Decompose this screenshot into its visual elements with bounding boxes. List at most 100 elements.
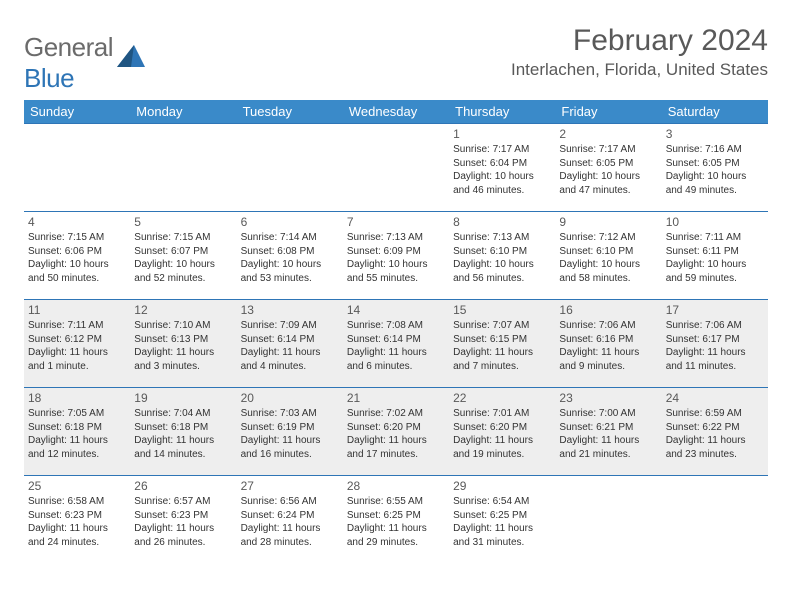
day-number: 25: [28, 479, 126, 493]
day-details: Sunrise: 7:09 AMSunset: 6:14 PMDaylight:…: [241, 319, 339, 373]
day-cell: 24 Sunrise: 6:59 AMSunset: 6:22 PMDayligh…: [662, 388, 768, 476]
day-number: 14: [347, 303, 445, 317]
day-details: Sunrise: 7:03 AMSunset: 6:19 PMDaylight:…: [241, 407, 339, 461]
day-details: Sunrise: 6:58 AMSunset: 6:23 PMDaylight:…: [28, 495, 126, 549]
week-row: 18Sunrise: 7:05 AMSunset: 6:18 PMDayligh…: [24, 388, 768, 476]
day-number: 21: [347, 391, 445, 405]
day-details: Sunrise: 7:16 AMSunset: 6:05 PMDaylight:…: [666, 143, 764, 197]
day-number: 28: [347, 479, 445, 493]
day-details: Sunrise: 7:07 AMSunset: 6:15 PMDaylight:…: [453, 319, 551, 373]
day-number: 13: [241, 303, 339, 317]
day-header: Thursday: [449, 100, 555, 124]
day-cell: 19 Sunrise: 7:04 AMSunset: 6:18 PMDayligh…: [130, 388, 236, 476]
header: General Blue February 2024 Interlachen, …: [24, 24, 768, 94]
day-cell: [237, 124, 343, 212]
day-number: 18: [28, 391, 126, 405]
day-details: Sunrise: 6:55 AMSunset: 6:25 PMDaylight:…: [347, 495, 445, 549]
day-header: Sunday: [24, 100, 130, 124]
day-cell: 7 Sunrise: 7:13 AMSunset: 6:09 PMDaylight…: [343, 212, 449, 300]
day-number: 27: [241, 479, 339, 493]
day-cell: 14 Sunrise: 7:08 AMSunset: 6:14 PMDayligh…: [343, 300, 449, 388]
day-header: Monday: [130, 100, 236, 124]
day-number: 9: [559, 215, 657, 229]
day-number: 4: [28, 215, 126, 229]
day-details: Sunrise: 7:13 AMSunset: 6:09 PMDaylight:…: [347, 231, 445, 285]
day-cell: 10 Sunrise: 7:11 AMSunset: 6:11 PMDayligh…: [662, 212, 768, 300]
day-number: 3: [666, 127, 764, 141]
day-details: Sunrise: 6:54 AMSunset: 6:25 PMDaylight:…: [453, 495, 551, 549]
day-cell: 15 Sunrise: 7:07 AMSunset: 6:15 PMDayligh…: [449, 300, 555, 388]
day-cell: 28 Sunrise: 6:55 AMSunset: 6:25 PMDayligh…: [343, 476, 449, 564]
day-cell: 11 Sunrise: 7:11 AMSunset: 6:12 PMDayligh…: [24, 300, 130, 388]
day-cell: 21 Sunrise: 7:02 AMSunset: 6:20 PMDayligh…: [343, 388, 449, 476]
day-number: 2: [559, 127, 657, 141]
day-header-row: Sunday Monday Tuesday Wednesday Thursday…: [24, 100, 768, 124]
day-cell: [130, 124, 236, 212]
day-cell: 9 Sunrise: 7:12 AMSunset: 6:10 PMDaylight…: [555, 212, 661, 300]
day-cell: 22 Sunrise: 7:01 AMSunset: 6:20 PMDayligh…: [449, 388, 555, 476]
day-header: Tuesday: [237, 100, 343, 124]
day-cell: 4 Sunrise: 7:15 AMSunset: 6:06 PMDaylight…: [24, 212, 130, 300]
month-title: February 2024: [511, 24, 768, 58]
day-cell: 12Sunrise: 7:10 AMSunset: 6:13 PMDayligh…: [130, 300, 236, 388]
day-number: 24: [666, 391, 764, 405]
day-details: Sunrise: 7:04 AMSunset: 6:18 PMDaylight:…: [134, 407, 232, 461]
day-details: Sunrise: 7:15 AMSunset: 6:06 PMDaylight:…: [28, 231, 126, 285]
day-number: 19: [134, 391, 232, 405]
day-details: Sunrise: 7:17 AMSunset: 6:05 PMDaylight:…: [559, 143, 657, 197]
logo-triangle-icon: [117, 45, 145, 67]
day-number: 7: [347, 215, 445, 229]
logo-text-general: General: [24, 32, 113, 62]
day-cell: 17Sunrise: 7:06 AMSunset: 6:17 PMDayligh…: [662, 300, 768, 388]
day-details: Sunrise: 7:01 AMSunset: 6:20 PMDaylight:…: [453, 407, 551, 461]
day-number: 20: [241, 391, 339, 405]
day-cell: 8 Sunrise: 7:13 AMSunset: 6:10 PMDaylight…: [449, 212, 555, 300]
day-number: 15: [453, 303, 551, 317]
day-details: Sunrise: 7:00 AMSunset: 6:21 PMDaylight:…: [559, 407, 657, 461]
day-number: 23: [559, 391, 657, 405]
day-details: Sunrise: 7:06 AMSunset: 6:16 PMDaylight:…: [559, 319, 657, 373]
day-cell: 20 Sunrise: 7:03 AMSunset: 6:19 PMDayligh…: [237, 388, 343, 476]
day-cell: [343, 124, 449, 212]
day-cell: 25 Sunrise: 6:58 AMSunset: 6:23 PMDayligh…: [24, 476, 130, 564]
day-cell: 1 Sunrise: 7:17 AMSunset: 6:04 PMDaylight…: [449, 124, 555, 212]
day-details: Sunrise: 7:11 AMSunset: 6:11 PMDaylight:…: [666, 231, 764, 285]
day-number: 11: [28, 303, 126, 317]
day-cell: 5Sunrise: 7:15 AMSunset: 6:07 PMDaylight…: [130, 212, 236, 300]
day-details: Sunrise: 7:13 AMSunset: 6:10 PMDaylight:…: [453, 231, 551, 285]
day-details: Sunrise: 7:12 AMSunset: 6:10 PMDaylight:…: [559, 231, 657, 285]
day-cell: 29 Sunrise: 6:54 AMSunset: 6:25 PMDayligh…: [449, 476, 555, 564]
day-cell: 3 Sunrise: 7:16 AMSunset: 6:05 PMDaylight…: [662, 124, 768, 212]
day-number: 10: [666, 215, 764, 229]
day-cell: 26 Sunrise: 6:57 AMSunset: 6:23 PMDayligh…: [130, 476, 236, 564]
day-details: Sunrise: 7:11 AMSunset: 6:12 PMDaylight:…: [28, 319, 126, 373]
day-details: Sunrise: 7:15 AMSunset: 6:07 PMDaylight:…: [134, 231, 232, 285]
day-cell: [555, 476, 661, 564]
day-cell: 18Sunrise: 7:05 AMSunset: 6:18 PMDayligh…: [24, 388, 130, 476]
day-number: 6: [241, 215, 339, 229]
day-number: 29: [453, 479, 551, 493]
day-cell: 23 Sunrise: 7:00 AMSunset: 6:21 PMDayligh…: [555, 388, 661, 476]
day-number: 17: [666, 303, 764, 317]
day-cell: [662, 476, 768, 564]
day-number: 8: [453, 215, 551, 229]
day-cell: 2 Sunrise: 7:17 AMSunset: 6:05 PMDaylight…: [555, 124, 661, 212]
week-row: 1 Sunrise: 7:17 AMSunset: 6:04 PMDaylight…: [24, 124, 768, 212]
day-details: Sunrise: 7:08 AMSunset: 6:14 PMDaylight:…: [347, 319, 445, 373]
day-number: 26: [134, 479, 232, 493]
day-header: Friday: [555, 100, 661, 124]
calendar-table: Sunday Monday Tuesday Wednesday Thursday…: [24, 100, 768, 564]
week-row: 4 Sunrise: 7:15 AMSunset: 6:06 PMDaylight…: [24, 212, 768, 300]
day-number: 16: [559, 303, 657, 317]
day-details: Sunrise: 7:02 AMSunset: 6:20 PMDaylight:…: [347, 407, 445, 461]
day-details: Sunrise: 7:14 AMSunset: 6:08 PMDaylight:…: [241, 231, 339, 285]
day-details: Sunrise: 7:17 AMSunset: 6:04 PMDaylight:…: [453, 143, 551, 197]
day-number: 1: [453, 127, 551, 141]
day-number: 22: [453, 391, 551, 405]
day-header: Saturday: [662, 100, 768, 124]
day-cell: [24, 124, 130, 212]
day-details: Sunrise: 7:10 AMSunset: 6:13 PMDaylight:…: [134, 319, 232, 373]
day-details: Sunrise: 6:59 AMSunset: 6:22 PMDaylight:…: [666, 407, 764, 461]
day-cell: 27Sunrise: 6:56 AMSunset: 6:24 PMDayligh…: [237, 476, 343, 564]
day-details: Sunrise: 6:57 AMSunset: 6:23 PMDaylight:…: [134, 495, 232, 549]
